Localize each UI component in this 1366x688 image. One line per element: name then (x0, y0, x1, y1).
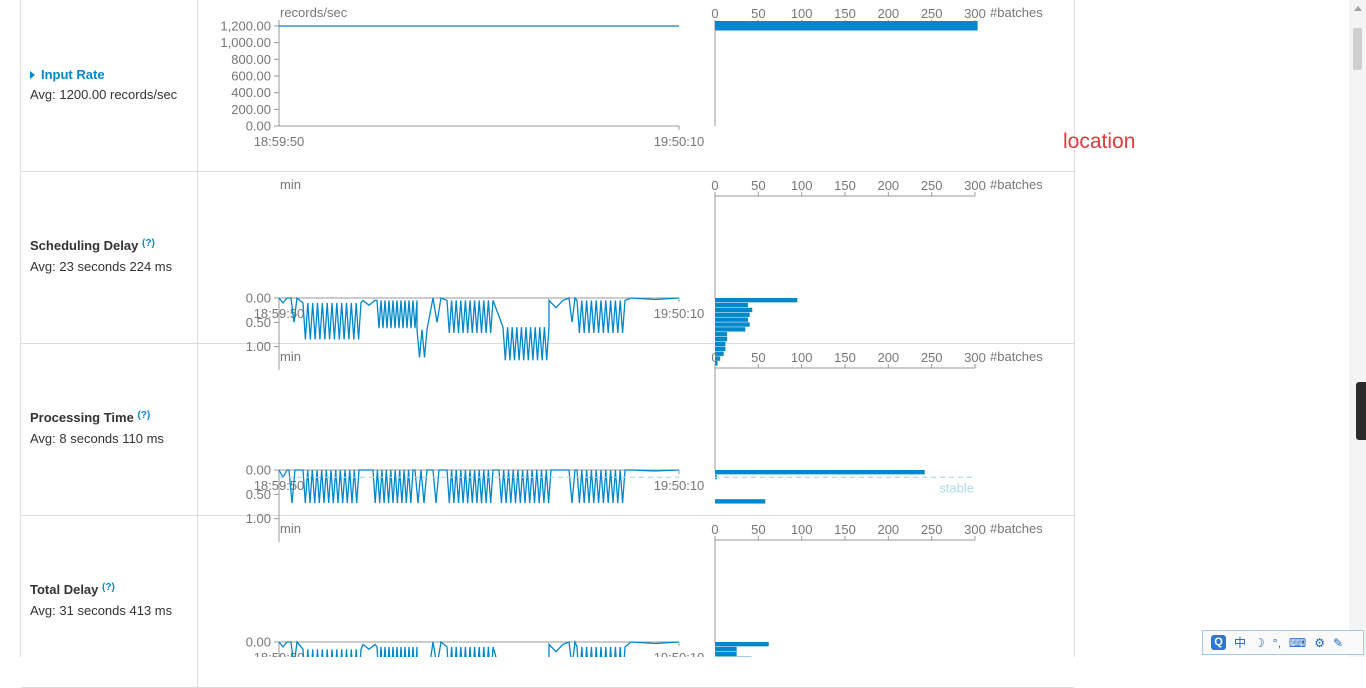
y-tick-label: 0.00 (246, 291, 271, 306)
ime-settings-icon[interactable]: ⚙ (1314, 636, 1325, 650)
x-tick-label-start: 18:59:50 (254, 478, 305, 493)
timeline-series-line (279, 298, 679, 360)
histogram-x-tick-label: 100 (791, 178, 813, 193)
x-tick-label-start: 18:59:50 (254, 306, 305, 321)
y-tick-label: 1,200.00 (220, 19, 271, 34)
histogram-x-tick-label: 300 (964, 350, 986, 365)
histogram-x-axis-label: #batches (990, 349, 1043, 364)
histogram-x-tick-label: 50 (751, 178, 765, 193)
histogram-x-tick-label: 0 (711, 350, 718, 365)
histogram-bar (715, 308, 752, 312)
y-tick-label: 0.00 (246, 119, 271, 134)
ime-keyboard-icon[interactable]: ⌨ (1289, 636, 1306, 650)
y-tick-label: 400.00 (231, 85, 271, 100)
histogram-x-tick-label: 100 (791, 522, 813, 537)
y-tick-label: 1.00 (246, 339, 271, 354)
histogram-bar (715, 332, 727, 336)
x-tick-label-end: 19:50:10 (654, 478, 705, 493)
y-tick-label: 200.00 (231, 102, 271, 117)
histogram-bar (715, 470, 925, 474)
histogram-x-tick-label: 100 (791, 6, 813, 21)
histogram-x-tick-label: 50 (751, 6, 765, 21)
y-axis-unit-label: min (280, 349, 301, 364)
charts-canvas: records/sec 1,200.001,000.00 800.00 600.004… (0, 0, 1366, 657)
timeline-series-line (279, 642, 679, 657)
histogram-bar (715, 652, 737, 656)
histogram-x-tick-label: 250 (921, 522, 943, 537)
histogram-x-axis-label: #batches (990, 521, 1043, 536)
x-tick-label-end: 19:50:10 (654, 134, 705, 149)
histogram-x-axis-label: #batches (990, 5, 1043, 20)
timeline-series-line (279, 470, 679, 503)
y-tick-label: 600.00 (231, 69, 271, 84)
histogram-x-tick-label: 50 (751, 522, 765, 537)
y-axis-unit-label: min (280, 521, 301, 536)
histogram-bar (715, 298, 797, 302)
histogram-x-tick-label: 150 (834, 522, 856, 537)
histogram-bar (715, 327, 745, 331)
vertical-scrollbar[interactable] (1349, 0, 1366, 657)
histogram-bar (715, 322, 750, 326)
y-tick-label: 1,000.00 (220, 35, 271, 50)
histogram-bar (715, 313, 750, 317)
histogram-bar (715, 342, 725, 346)
x-tick-label-start: 18:59:50 (254, 134, 305, 149)
scrollbar-thumb[interactable] (1353, 28, 1362, 70)
histogram-bar (715, 317, 748, 321)
ime-language-toggle[interactable]: 中 (1234, 634, 1246, 651)
histogram-x-tick-label: 300 (964, 178, 986, 193)
histogram-x-tick-label: 0 (711, 522, 718, 537)
histogram-x-tick-label: 250 (921, 6, 943, 21)
stable-label: stable (939, 480, 974, 495)
histogram-x-tick-label: 200 (877, 178, 899, 193)
x-tick-label-start: 18:59:50 (254, 650, 305, 657)
histogram-x-tick-label: 150 (834, 178, 856, 193)
histogram-x-tick-label: 0 (711, 6, 718, 21)
histogram-x-tick-label: 250 (921, 178, 943, 193)
scroll-up-arrow-icon[interactable] (1354, 6, 1362, 11)
histogram-x-axis-label: #batches (990, 177, 1043, 192)
x-tick-label-end: 19:50:10 (654, 650, 705, 657)
histogram-x-tick-label: 200 (877, 350, 899, 365)
histogram-x-tick-label: 150 (834, 6, 856, 21)
y-axis-unit-label: min (280, 177, 301, 192)
histogram-x-tick-label: 0 (711, 178, 718, 193)
histogram-bar (715, 303, 748, 307)
histogram-bar (715, 337, 727, 341)
histogram-x-tick-label: 300 (964, 6, 986, 21)
histogram-x-tick-label: 50 (751, 350, 765, 365)
histogram-x-tick-label: 100 (791, 350, 813, 365)
histogram-x-tick-label: 300 (964, 522, 986, 537)
histogram-bar (715, 647, 737, 651)
ime-half-width-icon[interactable]: ☽ (1254, 636, 1265, 650)
y-tick-label: 0.00 (246, 635, 271, 650)
y-tick-label: 0.00 (246, 463, 271, 478)
side-panel-tab[interactable] (1356, 382, 1366, 440)
x-tick-label-end: 19:50:10 (654, 306, 705, 321)
ime-tools-icon[interactable]: ✎ (1333, 636, 1343, 650)
histogram-x-tick-label: 200 (877, 6, 899, 21)
location-annotation: location (1063, 130, 1135, 154)
y-axis-unit-label: records/sec (280, 5, 348, 20)
ime-punctuation-icon[interactable]: °, (1273, 636, 1281, 650)
histogram-bar (715, 642, 769, 646)
histogram-x-tick-label: 250 (921, 350, 943, 365)
ime-logo-icon[interactable]: Q (1211, 635, 1226, 650)
y-tick-label: 800.00 (231, 52, 271, 67)
y-tick-label: 1.00 (246, 511, 271, 526)
ime-toolbar: Q 中 ☽ °, ⌨ ⚙ ✎ (1202, 630, 1364, 655)
histogram-x-tick-label: 150 (834, 350, 856, 365)
histogram-bar (715, 21, 978, 31)
histogram-bar (715, 499, 765, 503)
histogram-x-tick-label: 200 (877, 522, 899, 537)
